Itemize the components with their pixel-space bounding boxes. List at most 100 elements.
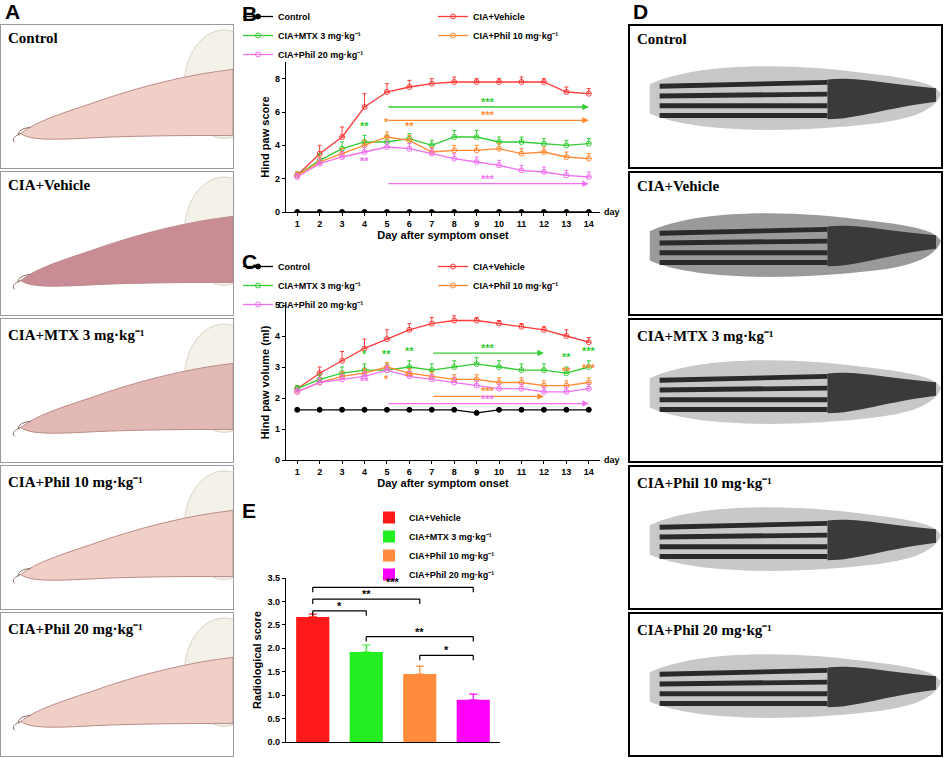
- svg-text:CIA+MTX 3 mg·kg⁻¹: CIA+MTX 3 mg·kg⁻¹: [278, 281, 361, 291]
- svg-text:***: ***: [582, 345, 596, 357]
- svg-text:*: *: [444, 644, 449, 656]
- svg-text:CIA+Vehicle: CIA+Vehicle: [473, 12, 525, 22]
- svg-text:6: 6: [407, 219, 412, 229]
- svg-text:2.5: 2.5: [267, 620, 280, 630]
- svg-text:7: 7: [429, 219, 434, 229]
- svg-text:*: *: [384, 116, 389, 128]
- svg-text:12: 12: [539, 467, 549, 477]
- svg-text:11: 11: [517, 467, 527, 477]
- svg-text:*: *: [384, 373, 389, 385]
- svg-text:CIA+Phil 20 mg·kg⁻¹: CIA+Phil 20 mg·kg⁻¹: [278, 300, 363, 310]
- svg-text:***: ***: [582, 362, 596, 374]
- svg-text:10: 10: [494, 219, 504, 229]
- svg-text:3: 3: [275, 362, 280, 372]
- html-text:CIA+Vehicle: CIA+Vehicle: [8, 177, 91, 193]
- svg-text:11: 11: [517, 219, 527, 229]
- svg-text:CIA+Vehicle: CIA+Vehicle: [473, 262, 525, 272]
- svg-text:1.0: 1.0: [267, 690, 280, 700]
- svg-text:***: ***: [481, 393, 495, 405]
- svg-text:Day after symptom onset: Day after symptom onset: [377, 229, 509, 241]
- svg-text:**: **: [415, 626, 424, 638]
- svg-text:**: **: [405, 120, 414, 132]
- svg-text:**: **: [562, 365, 571, 377]
- svg-text:Control: Control: [278, 12, 310, 22]
- svg-text:***: ***: [481, 173, 495, 185]
- svg-text:4: 4: [275, 331, 280, 341]
- svg-text:7: 7: [429, 467, 434, 477]
- svg-text:**: **: [382, 348, 391, 360]
- svg-text:2: 2: [317, 219, 322, 229]
- svg-text:5: 5: [384, 219, 389, 229]
- svg-text:*: *: [337, 600, 342, 612]
- svg-text:**: **: [562, 351, 571, 363]
- svg-text:***: ***: [481, 96, 495, 108]
- svg-text:C: C: [242, 250, 257, 273]
- svg-text:3: 3: [340, 219, 345, 229]
- svg-text:CIA+Phil 20 mg·kg⁻¹: CIA+Phil 20 mg·kg⁻¹: [409, 570, 494, 580]
- svg-text:Radiological score: Radiological score: [251, 611, 263, 709]
- svg-text:12: 12: [539, 219, 549, 229]
- svg-text:1: 1: [295, 219, 300, 229]
- svg-text:E: E: [242, 499, 256, 522]
- svg-text:1.5: 1.5: [267, 667, 280, 677]
- svg-text:***: ***: [481, 342, 495, 354]
- svg-text:5: 5: [384, 467, 389, 477]
- svg-text:2.0: 2.0: [267, 643, 280, 653]
- svg-text:4: 4: [362, 219, 367, 229]
- svg-text:2: 2: [317, 467, 322, 477]
- html-text:CIA+Phil 10 mg·kg⁻¹: CIA+Phil 10 mg·kg⁻¹: [8, 474, 143, 490]
- svg-text:2: 2: [275, 393, 280, 403]
- svg-text:0: 0: [275, 207, 280, 217]
- svg-text:0.0: 0.0: [267, 737, 280, 747]
- svg-text:1: 1: [295, 467, 300, 477]
- svg-text:CIA+MTX 3 mg·kg⁻¹: CIA+MTX 3 mg·kg⁻¹: [278, 31, 361, 41]
- svg-text:1: 1: [275, 424, 280, 434]
- svg-text:4: 4: [362, 467, 367, 477]
- svg-text:***: ***: [481, 109, 495, 121]
- svg-text:CIA+MTX 3 mg·kg⁻¹: CIA+MTX 3 mg·kg⁻¹: [409, 532, 492, 542]
- html-text:Control: Control: [8, 30, 58, 46]
- svg-text:***: ***: [481, 385, 495, 397]
- svg-text:13: 13: [561, 219, 571, 229]
- svg-text:**: **: [405, 345, 414, 357]
- svg-text:9: 9: [474, 467, 479, 477]
- svg-text:**: **: [362, 588, 371, 600]
- svg-text:**: **: [360, 375, 369, 387]
- svg-text:0.5: 0.5: [267, 714, 280, 724]
- svg-text:**: **: [405, 370, 414, 382]
- svg-text:6: 6: [407, 467, 412, 477]
- svg-text:**: **: [360, 155, 369, 167]
- svg-text:day: day: [604, 207, 620, 217]
- svg-text:8: 8: [452, 219, 457, 229]
- svg-text:Control: Control: [278, 262, 310, 272]
- svg-text:3: 3: [340, 467, 345, 477]
- svg-text:3.5: 3.5: [267, 573, 280, 583]
- svg-text:Day after symptom onset: Day after symptom onset: [377, 477, 509, 489]
- svg-text:4: 4: [275, 140, 280, 150]
- svg-text:9: 9: [474, 219, 479, 229]
- svg-text:Hind paw score: Hind paw score: [259, 96, 271, 177]
- svg-text:CIA+Phil 10 mg·kg⁻¹: CIA+Phil 10 mg·kg⁻¹: [409, 551, 494, 561]
- html-text:CIA+MTX 3 mg·kg⁻¹: CIA+MTX 3 mg·kg⁻¹: [8, 327, 145, 343]
- svg-text:CIA+Phil 20 mg·kg⁻¹: CIA+Phil 20 mg·kg⁻¹: [278, 50, 363, 60]
- svg-text:3.0: 3.0: [267, 597, 280, 607]
- svg-text:*: *: [362, 348, 367, 360]
- svg-text:B: B: [242, 2, 257, 25]
- svg-text:CIA+Vehicle: CIA+Vehicle: [409, 513, 461, 523]
- svg-text:2: 2: [275, 174, 280, 184]
- html-text:A: A: [5, 0, 21, 23]
- svg-text:Hind paw volume (ml): Hind paw volume (ml): [259, 325, 271, 439]
- svg-text:CIA+Phil 10 mg·kg⁻¹: CIA+Phil 10 mg·kg⁻¹: [473, 31, 558, 41]
- svg-text:14: 14: [584, 467, 594, 477]
- svg-text:8: 8: [452, 467, 457, 477]
- svg-text:**: **: [360, 120, 369, 132]
- svg-text:day: day: [604, 455, 620, 465]
- svg-text:***: ***: [386, 576, 400, 588]
- svg-text:0: 0: [275, 455, 280, 465]
- svg-text:CIA+Phil 10 mg·kg⁻¹: CIA+Phil 10 mg·kg⁻¹: [473, 281, 558, 291]
- svg-text:6: 6: [275, 107, 280, 117]
- svg-text:10: 10: [494, 467, 504, 477]
- svg-text:14: 14: [584, 219, 594, 229]
- svg-text:13: 13: [561, 467, 571, 477]
- svg-text:8: 8: [275, 74, 280, 84]
